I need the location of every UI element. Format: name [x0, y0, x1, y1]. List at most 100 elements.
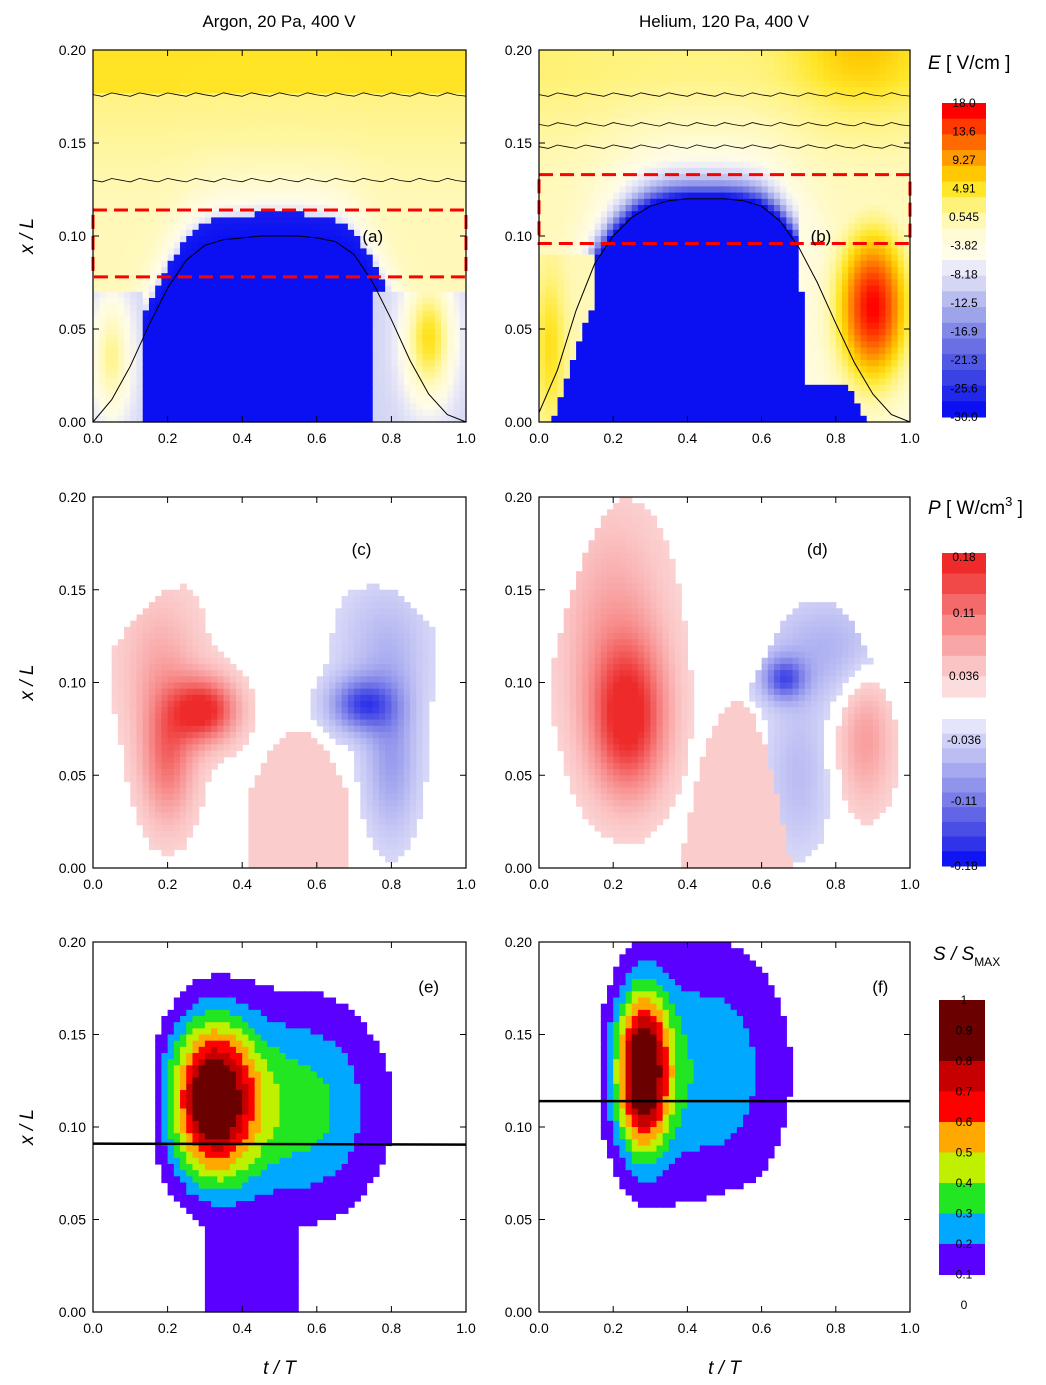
field-cell [668, 329, 676, 336]
field-cell [211, 254, 218, 262]
field-cell [223, 124, 231, 132]
field-cell [650, 236, 658, 243]
field-cell [254, 167, 262, 175]
field-cell [410, 192, 417, 200]
field-cell [557, 335, 565, 342]
field-cell [136, 198, 144, 206]
field-cell [391, 130, 399, 138]
field-cell [192, 279, 200, 287]
field-cell [117, 285, 125, 293]
field-cell [130, 223, 138, 231]
field-cell [582, 155, 590, 163]
field-cell [594, 242, 602, 249]
field-cell [366, 242, 374, 249]
field-cell [167, 81, 175, 88]
field-cell [323, 353, 330, 361]
field-cell [619, 254, 627, 262]
field-cell [323, 93, 330, 101]
field-cell [675, 391, 682, 398]
field-cell [279, 161, 287, 169]
field-cell [291, 74, 299, 82]
field-cell [397, 223, 405, 231]
field-cell [453, 254, 461, 262]
field-cell [360, 211, 368, 218]
field-cell [385, 174, 392, 181]
field-cell [539, 174, 546, 181]
field-cell [366, 384, 374, 392]
field-cell [644, 161, 651, 169]
field-cell [279, 217, 287, 225]
field-cell [385, 260, 392, 268]
field-cell [211, 136, 218, 144]
field-cell [248, 409, 256, 417]
field-cell [155, 180, 162, 187]
field-cell [441, 192, 448, 200]
field-cell [650, 360, 658, 367]
field-cell [335, 223, 343, 231]
field-cell [198, 74, 206, 82]
field-cell [298, 99, 305, 107]
field-cell [644, 291, 651, 299]
field-cell [223, 174, 231, 181]
field-cell [105, 155, 113, 163]
field-cell [93, 143, 100, 150]
field-cell [447, 68, 455, 76]
field-cell [267, 87, 274, 94]
field-cell [441, 99, 448, 107]
field-cell [631, 335, 639, 342]
field-cell [93, 198, 100, 206]
field-cell [619, 391, 627, 398]
field-cell [441, 124, 448, 132]
field-cell [173, 155, 181, 163]
field-cell [434, 409, 442, 417]
field-cell [186, 167, 194, 175]
field-cell [625, 273, 633, 280]
field-cell [130, 403, 138, 411]
field-cell [551, 298, 559, 305]
field-cell [644, 118, 651, 125]
field-cell [428, 236, 436, 243]
field-cell [229, 112, 237, 119]
field-cell [447, 50, 455, 57]
field-cell [111, 174, 119, 181]
field-cell [360, 161, 368, 169]
field-cell [192, 372, 200, 380]
field-cell [637, 384, 645, 392]
field-cell [142, 353, 150, 361]
field-cell [204, 186, 212, 194]
field-cell [298, 236, 305, 243]
field-cell [662, 397, 670, 404]
field-cell [173, 341, 181, 349]
field-cell [675, 310, 682, 318]
field-cell [637, 56, 645, 63]
field-cell [378, 223, 386, 231]
field-cell [428, 223, 436, 231]
field-cell [563, 136, 571, 144]
field-cell [416, 248, 424, 256]
field-cell [329, 229, 337, 237]
field-cell [347, 217, 355, 225]
field-cell [111, 360, 119, 367]
field-cell [335, 143, 343, 150]
field-cell [557, 378, 565, 386]
field-cell [551, 217, 559, 225]
field-cell [453, 217, 461, 225]
panel-a-field [93, 50, 467, 423]
field-cell [459, 310, 467, 318]
field-cell [279, 335, 287, 342]
field-cell [453, 242, 461, 249]
field-cell [161, 409, 169, 417]
field-cell [428, 353, 436, 361]
field-cell [422, 316, 430, 324]
field-cell [447, 353, 455, 361]
field-cell [204, 248, 212, 256]
field-cell [248, 347, 256, 355]
field-cell [447, 205, 455, 212]
field-cell [273, 68, 281, 76]
field-cell [385, 167, 392, 175]
field-cell [267, 254, 274, 262]
field-cell [625, 161, 633, 169]
field-cell [372, 403, 380, 411]
field-cell [304, 372, 312, 380]
field-cell [142, 415, 150, 423]
